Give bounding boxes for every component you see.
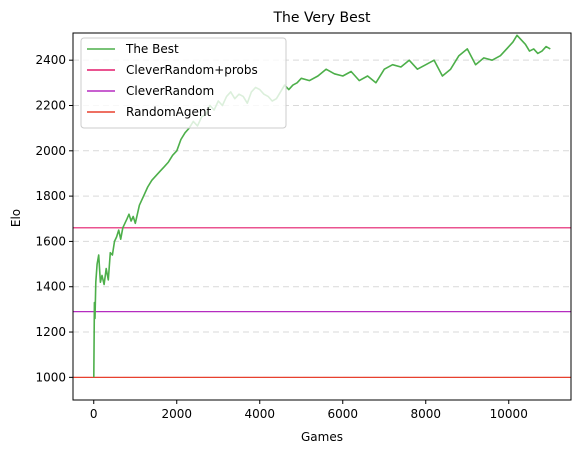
y-tick-label-7: 2400 (35, 53, 66, 67)
y-tick-label-0: 1000 (35, 370, 66, 384)
constant-lines (73, 227, 571, 378)
x-axis-ticks: 0 2000 4000 6000 8000 10000 (90, 400, 528, 421)
y-tick-label-5: 2000 (35, 144, 66, 158)
y-axis-ticks: 1000 1200 1400 1600 1800 2000 2200 2400 (35, 53, 73, 384)
chart-title: The Very Best (272, 10, 371, 26)
legend-label-1: CleverRandom+probs (126, 63, 258, 77)
y-tick-label-4: 1800 (35, 189, 66, 203)
x-tick-label-0: 0 (90, 407, 98, 421)
x-tick-label-4: 8000 (410, 407, 441, 421)
x-axis-label: Games (301, 430, 343, 444)
x-tick-label-2: 4000 (244, 407, 275, 421)
legend-label-0: The Best (125, 42, 179, 56)
y-tick-label-3: 1600 (35, 234, 66, 248)
y-axis-label: Elo (9, 209, 23, 227)
legend-box (80, 37, 287, 129)
x-tick-label-1: 2000 (161, 407, 192, 421)
x-tick-label-5: 10000 (490, 407, 528, 421)
x-tick-label-3: 6000 (327, 407, 358, 421)
y-tick-label-1: 1200 (35, 325, 66, 339)
y-tick-label-2: 1400 (35, 280, 66, 294)
y-tick-label-6: 2200 (35, 98, 66, 112)
legend-label-3: RandomAgent (126, 105, 211, 119)
plot-frame (72, 32, 572, 401)
legend-label-2: CleverRandom (126, 84, 214, 98)
legend: The Best CleverRandom+probs CleverRandom Ra… (80, 37, 287, 129)
